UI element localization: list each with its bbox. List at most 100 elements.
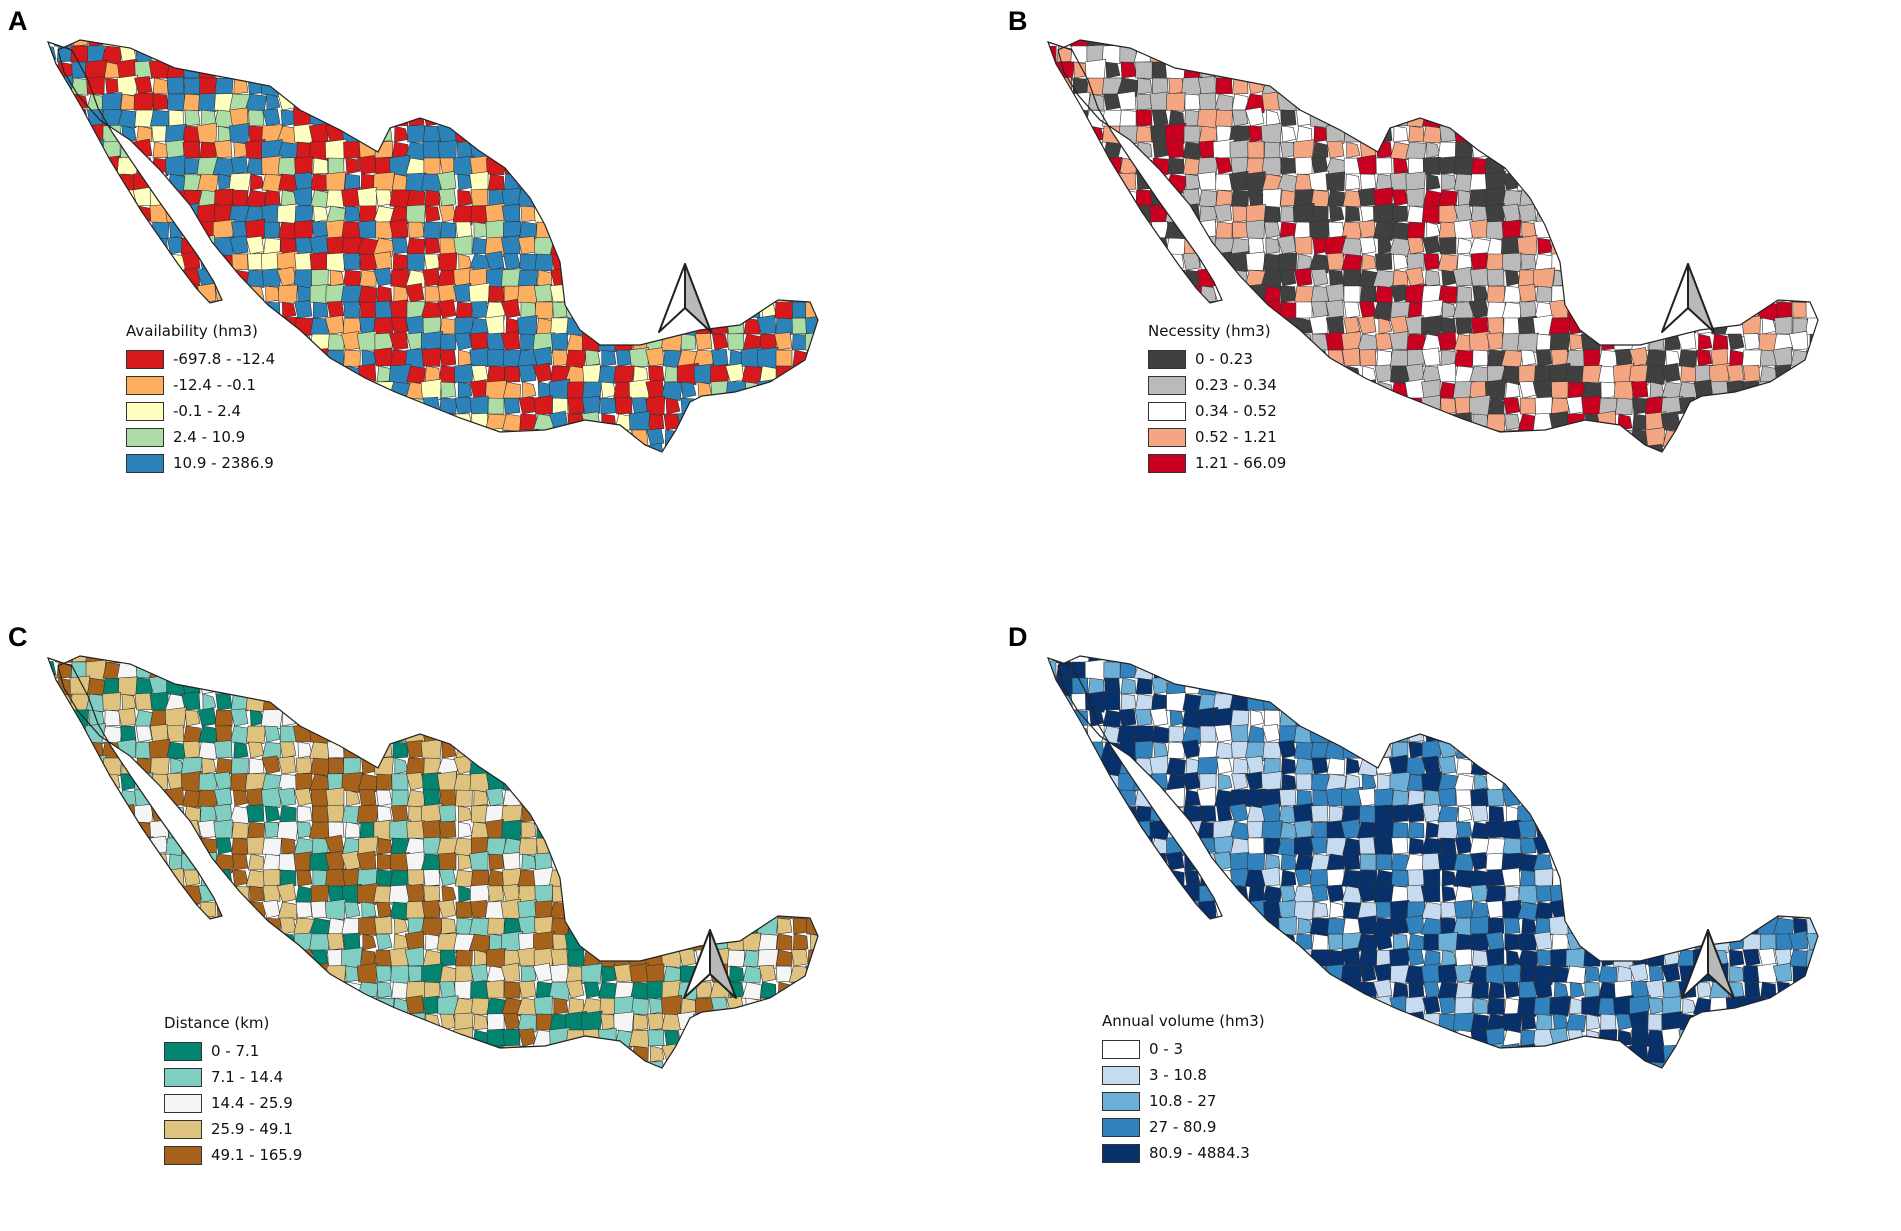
municipality-polygon (1729, 397, 1745, 415)
municipality-polygon (261, 173, 283, 193)
municipality-polygon (1264, 853, 1281, 871)
municipality-polygon (423, 885, 441, 903)
municipality-polygon (197, 173, 219, 193)
municipality-polygon (1215, 885, 1233, 903)
municipality-polygon (468, 429, 492, 450)
municipality-polygon (1421, 411, 1441, 431)
country-outline (1057, 655, 1819, 1069)
legend-swatch (164, 1093, 202, 1113)
municipality-polygon (1408, 157, 1425, 175)
municipality-polygon (1180, 218, 1201, 239)
municipality-polygon (1325, 331, 1345, 351)
municipality-polygon (1550, 948, 1570, 968)
municipality-polygon (376, 901, 393, 919)
municipality-polygon (567, 949, 585, 967)
municipality-polygon (520, 205, 537, 223)
municipality-polygon (629, 963, 649, 983)
municipality-polygon (356, 882, 379, 905)
municipality-polygon (200, 301, 217, 319)
municipality-polygon (1152, 77, 1169, 95)
municipality-polygon (423, 981, 441, 999)
municipality-polygon (326, 365, 346, 384)
municipality-polygon (1244, 283, 1268, 306)
municipality-polygon (1726, 364, 1745, 383)
municipality-polygon (486, 140, 505, 159)
municipality-polygon (1357, 333, 1379, 353)
municipality-polygon (1535, 1013, 1553, 1031)
municipality-polygon (1600, 1013, 1617, 1031)
municipality-polygon (1549, 899, 1569, 919)
municipality-polygon (628, 410, 651, 433)
municipality-polygon (1247, 693, 1265, 711)
municipality-polygon (473, 789, 489, 807)
municipality-polygon (324, 898, 346, 920)
municipality-polygon (1216, 805, 1233, 823)
municipality-polygon (549, 963, 569, 983)
municipality-polygon (1438, 236, 1457, 255)
municipality-polygon (1758, 948, 1777, 967)
municipality-polygon (53, 75, 74, 96)
municipality-polygon (117, 707, 137, 727)
municipality-polygon (1391, 789, 1409, 807)
municipality-polygon (1346, 141, 1361, 159)
municipality-polygon (517, 315, 538, 336)
municipality-polygon (1422, 189, 1442, 208)
municipality-polygon (487, 397, 505, 415)
municipality-polygon (1389, 331, 1409, 351)
municipality-polygon (1503, 429, 1521, 447)
municipality-polygon (1310, 741, 1330, 760)
municipality-polygon (1311, 965, 1329, 983)
municipality-polygon (1729, 949, 1745, 967)
legend-swatch (1148, 375, 1186, 395)
municipality-polygon (1487, 917, 1505, 935)
municipality-polygon (1405, 915, 1425, 935)
municipality-polygon (1406, 221, 1426, 240)
municipality-polygon (1456, 285, 1473, 303)
municipality-polygon (149, 819, 170, 840)
municipality-polygon (1551, 429, 1569, 447)
municipality-polygon (1729, 349, 1745, 367)
municipality-polygon (631, 333, 649, 351)
legend-label: 49.1 - 165.9 (211, 1146, 303, 1164)
municipality-polygon (535, 429, 553, 447)
municipality-polygon (1726, 1013, 1746, 1032)
municipality-polygon (485, 315, 505, 335)
municipality-polygon (202, 693, 217, 711)
municipality-polygon (198, 741, 218, 760)
municipality-polygon (1295, 301, 1313, 319)
municipality-polygon (150, 45, 170, 64)
municipality-polygon (533, 995, 553, 1015)
municipality-polygon (295, 709, 313, 727)
municipality-polygon (345, 205, 361, 223)
municipality-polygon (1121, 693, 1137, 711)
municipality-polygon (389, 299, 409, 319)
municipality-polygon (777, 917, 793, 935)
municipality-polygon (406, 820, 425, 839)
municipality-polygon (532, 346, 553, 367)
municipality-polygon (1392, 1013, 1409, 1031)
municipality-polygon (1485, 963, 1507, 985)
municipality-polygon (1213, 707, 1233, 727)
municipality-polygon (377, 837, 393, 855)
municipality-polygon (1228, 170, 1249, 191)
municipality-polygon (1278, 740, 1297, 759)
legend-item: 0.52 - 1.21 (1148, 424, 1286, 450)
municipality-polygon (293, 219, 315, 241)
municipality-polygon (421, 413, 443, 433)
municipality-polygon (376, 853, 393, 871)
municipality-polygon (84, 754, 107, 777)
municipality-polygon (1630, 381, 1649, 399)
municipality-polygon (230, 676, 249, 695)
municipality-polygon (1391, 837, 1409, 855)
municipality-polygon (215, 837, 233, 855)
municipality-polygon (197, 707, 217, 727)
municipality-polygon (1277, 691, 1299, 713)
municipality-polygon (1645, 427, 1665, 447)
municipality-polygon (1260, 866, 1281, 887)
municipality-polygon (1166, 237, 1186, 256)
municipality-polygon (1792, 365, 1809, 383)
municipality-polygon (1425, 173, 1441, 191)
municipality-polygon (1345, 173, 1361, 191)
municipality-polygon (1213, 835, 1233, 855)
legend-label: 0 - 0.23 (1195, 350, 1253, 368)
